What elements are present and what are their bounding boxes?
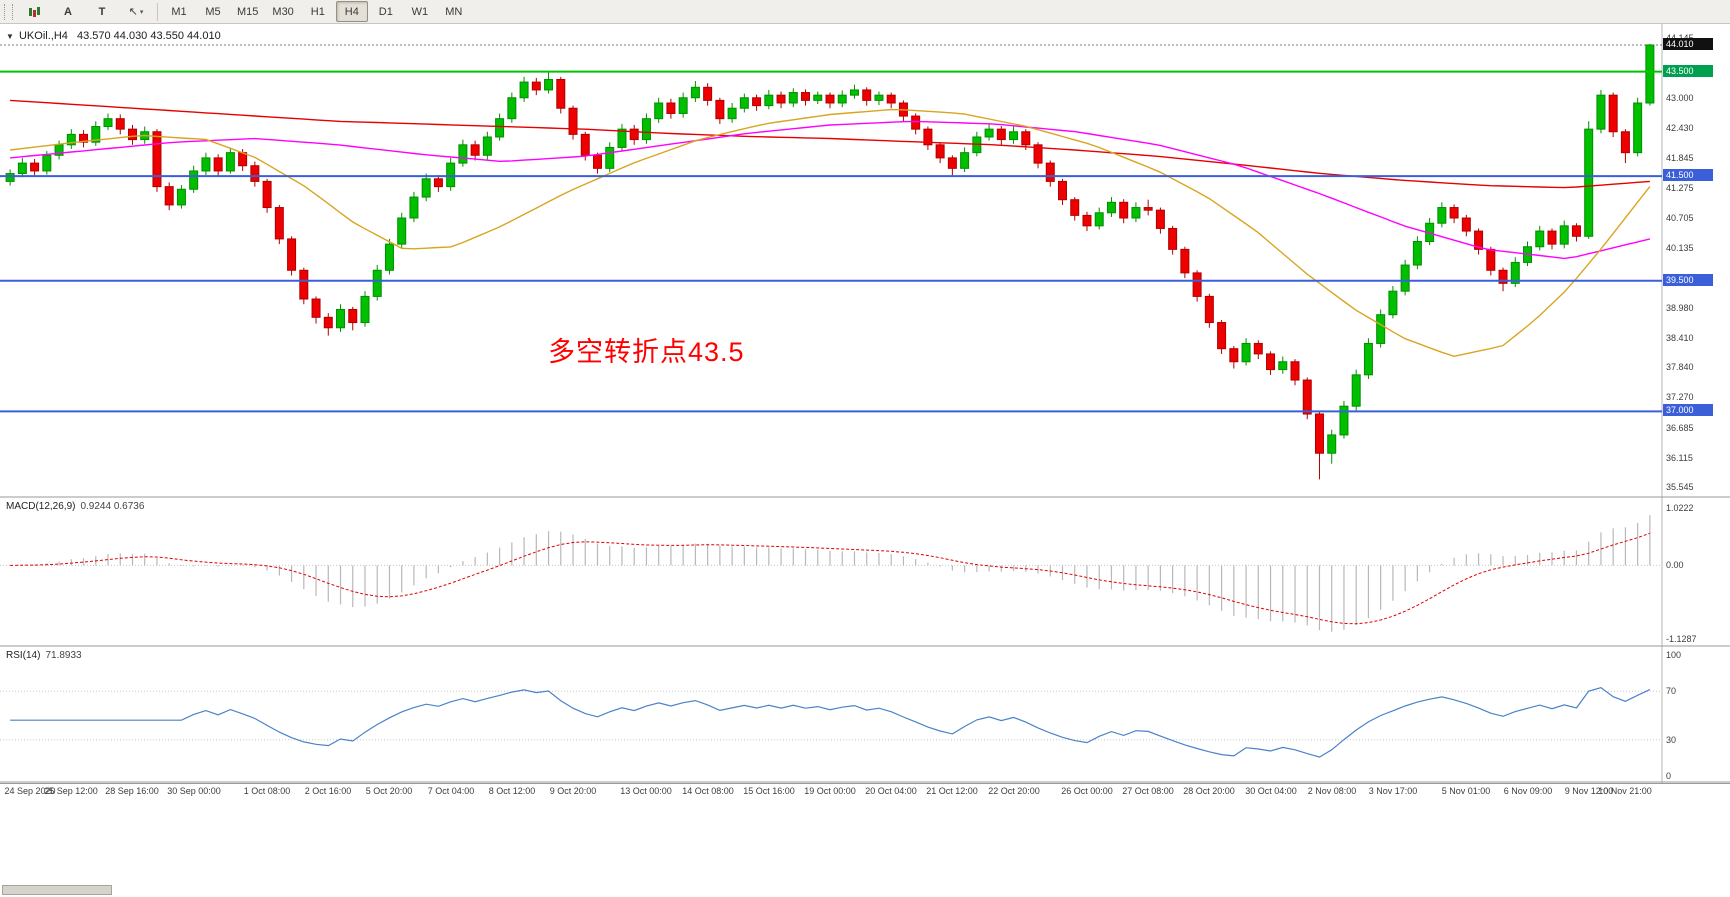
cursor-button[interactable]: A — [52, 1, 84, 22]
time-label: 22 Oct 20:00 — [988, 786, 1040, 796]
timeframe-button-m30[interactable]: M30 — [272, 5, 294, 18]
time-label: 28 Oct 20:00 — [1183, 786, 1235, 796]
time-label: 5 Oct 20:00 — [365, 786, 413, 796]
time-label: 1 Oct 08:00 — [243, 786, 291, 796]
price-tick-label: 36.685 — [1666, 423, 1694, 433]
charts-bar-button[interactable] — [18, 1, 50, 22]
time-label: 9 Oct 20:00 — [549, 786, 597, 796]
price-tick-label: 35.545 — [1666, 482, 1694, 492]
text-button[interactable]: T — [86, 1, 118, 22]
symbol-timeframe-label: UKOil.,H4 — [18, 30, 68, 42]
price-badge-44.010: 44.010 — [1663, 38, 1713, 50]
toolbar-separator — [157, 2, 158, 21]
ma-medium-magenta — [10, 120, 1651, 260]
time-label: 8 Oct 12:00 — [488, 786, 536, 796]
time-label: 20 Oct 04:00 — [865, 786, 917, 796]
time-label: 14 Oct 08:00 — [682, 786, 734, 796]
candles — [5, 43, 1655, 480]
time-label: 3 Nov 17:00 — [1368, 786, 1418, 796]
macd-axis-zero: 0.00 — [1666, 560, 1684, 570]
time-label: 2 Oct 16:00 — [304, 786, 352, 796]
price-tick-label: 37.840 — [1666, 362, 1694, 372]
rsi-axis-label-100: 100 — [1666, 650, 1682, 660]
price-badge-37.000: 37.000 — [1663, 404, 1713, 416]
macd-indicator-label: MACD(12,26,9) 0.9244 0.6736 — [6, 501, 144, 512]
rsi-name: RSI(14) — [6, 650, 41, 661]
rsi-panel-canvas[interactable] — [0, 647, 1730, 783]
time-label: 30 Sep 00:00 — [167, 786, 221, 796]
price-badge-43.500: 43.500 — [1663, 65, 1713, 77]
cursor-button-label: A — [64, 5, 72, 18]
price-tick-label: 37.270 — [1666, 392, 1694, 402]
macd-name: MACD(12,26,9) — [6, 501, 76, 512]
macd-panel-canvas[interactable] — [0, 498, 1730, 647]
ma-long-red — [10, 99, 1650, 189]
price-tick-label: 38.410 — [1666, 333, 1694, 343]
macd-histogram — [21, 515, 1651, 632]
price-tick-label: 36.115 — [1666, 453, 1693, 463]
price-tick-label: 43.000 — [1666, 93, 1694, 103]
ma-fast-orange — [10, 108, 1651, 358]
time-label: 15 Oct 16:00 — [743, 786, 795, 796]
rsi-indicator-label: RSI(14) 71.8933 — [6, 650, 82, 661]
time-label: 28 Sep 16:00 — [105, 786, 159, 796]
time-label: 19 Oct 00:00 — [804, 786, 856, 796]
bottom-area — [0, 801, 1730, 897]
price-tick-label: 40.705 — [1666, 213, 1694, 223]
time-label: 10 Nov 21:00 — [1598, 786, 1652, 796]
price-badge-41.500: 41.500 — [1663, 169, 1713, 181]
toolbar-drag-handle[interactable] — [4, 3, 13, 20]
symbol-dropdown-icon[interactable]: ▼ — [6, 32, 14, 41]
timeframe-group: M1 M5 M15 M30 H1 H4 D1 W1 MN — [162, 1, 471, 22]
time-label: 26 Oct 00:00 — [1061, 786, 1113, 796]
chevron-down-icon: ▾ — [139, 8, 144, 16]
time-label: 24 Sep 2020 — [4, 786, 56, 796]
time-axis — [0, 783, 1730, 802]
timeframe-button-m1[interactable]: M1 — [171, 5, 187, 18]
time-label: 2 Nov 08:00 — [1307, 786, 1357, 796]
timeframe-button-m15[interactable]: M15 — [237, 5, 259, 18]
time-label: 21 Oct 12:00 — [926, 786, 978, 796]
price-tick-label: 40.135 — [1666, 243, 1694, 253]
price-tick-label: 38.980 — [1666, 303, 1694, 313]
draw-arrow-icon: ↖ — [128, 6, 138, 18]
timeframe-button-m5[interactable]: M5 — [205, 5, 221, 18]
timeframe-button-w1[interactable]: W1 — [411, 5, 429, 18]
objects-dropdown-button[interactable]: ↖ ▾ — [120, 1, 152, 22]
horizontal-scrollbar-thumb[interactable] — [2, 885, 112, 895]
time-label: 25 Sep 12:00 — [44, 786, 98, 796]
price-tick-label: 41.845 — [1666, 153, 1694, 163]
rsi-axis-label-70: 70 — [1666, 686, 1677, 696]
annotation-text[interactable]: 多空转折点43.5 — [548, 337, 745, 367]
macd-signal-line — [10, 532, 1651, 625]
chart-header: ▼ UKOil.,H4 43.570 44.030 43.550 44.010 — [6, 30, 221, 42]
time-label: 6 Nov 09:00 — [1503, 786, 1553, 796]
toolbar: A T ↖ ▾ M1 M5 M15 M30 H1 H4 D1 W1 MN — [0, 0, 1730, 24]
ohlc-values: 43.570 44.030 43.550 44.010 — [76, 30, 221, 42]
time-label: 27 Oct 08:00 — [1122, 786, 1174, 796]
macd-values: 0.9244 0.6736 — [80, 501, 145, 512]
text-button-label: T — [98, 5, 106, 18]
time-label: 30 Oct 04:00 — [1245, 786, 1297, 796]
rsi-value: 71.8933 — [45, 650, 82, 661]
rsi-axis-label-0: 0 — [1666, 771, 1672, 781]
macd-axis-max: 1.0222 — [1666, 503, 1694, 513]
candlestick-icon — [28, 6, 40, 18]
price-chart-canvas[interactable] — [0, 24, 1730, 498]
timeframe-button-d1[interactable]: D1 — [378, 5, 393, 18]
timeframe-button-mn[interactable]: MN — [445, 5, 463, 18]
time-label: 5 Nov 01:00 — [1441, 786, 1491, 796]
time-label: 7 Oct 04:00 — [427, 786, 475, 796]
price-badge-39.500: 39.500 — [1663, 274, 1713, 286]
rsi-line — [10, 687, 1651, 758]
time-label: 13 Oct 00:00 — [620, 786, 672, 796]
price-tick-label: 41.275 — [1666, 183, 1694, 193]
time-label: 9 Nov 12:00 — [1564, 786, 1614, 796]
timeframe-button-h4[interactable]: H4 — [335, 1, 368, 22]
timeframe-button-h1[interactable]: H1 — [310, 5, 325, 18]
macd-axis-min: -1.1287 — [1666, 634, 1697, 644]
rsi-axis-label-30: 30 — [1666, 735, 1677, 745]
price-tick-label: 42.430 — [1666, 123, 1694, 133]
